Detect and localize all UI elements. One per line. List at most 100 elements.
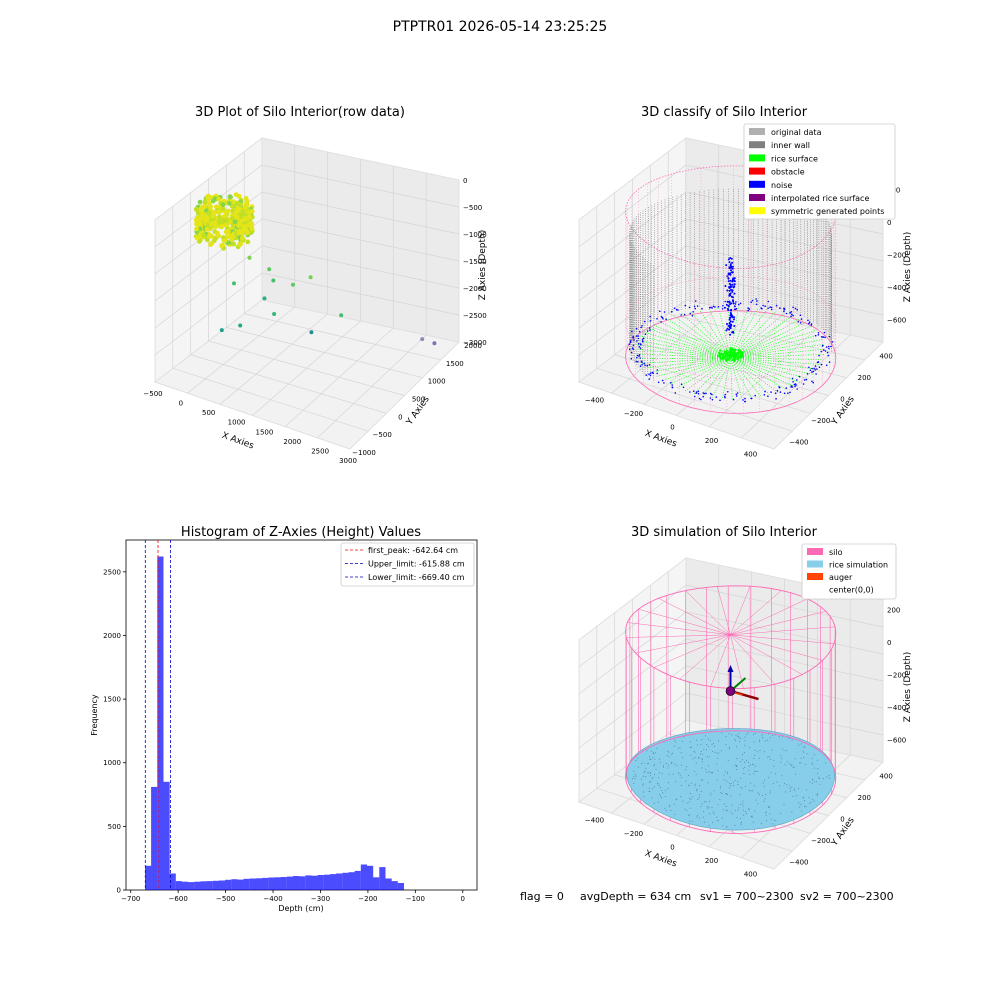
panel2-noise-point <box>735 301 737 303</box>
panel1-cluster-point <box>241 224 246 230</box>
panel4-rice-dot <box>810 801 812 803</box>
panel4-rice-dot <box>698 757 700 759</box>
panel1-cluster-point <box>212 221 218 226</box>
panel4-rice-dot <box>680 777 682 779</box>
panel4-rice-dot <box>649 758 651 760</box>
panel4-silo-roof-spoke <box>730 586 751 635</box>
panel2-noise-point <box>671 384 673 386</box>
panel2-noise-point <box>828 347 830 350</box>
panel2-noise-point <box>814 369 816 371</box>
panel2-noise-column-point <box>733 292 736 295</box>
panel4-rice-dot <box>815 794 817 795</box>
panel2-noise-point <box>631 330 633 333</box>
panel4-rice-dot <box>786 750 788 752</box>
panel4-rice-dot <box>734 764 736 766</box>
panel2-noise-point <box>827 354 830 357</box>
panel2-rice-center-point <box>720 352 723 355</box>
panel4-rice-dot <box>635 775 637 777</box>
panel1-cluster-point <box>209 240 215 246</box>
panel4-x-tick: 200 <box>705 857 718 865</box>
panel3-legend-label: Lower_limit: -669.40 cm <box>368 573 465 582</box>
panel4-legend-label: auger <box>829 573 853 582</box>
panel4-rice-dot <box>757 803 759 804</box>
panel3-y-label: Frequency <box>90 694 99 736</box>
panel4-rice-dot <box>642 783 644 785</box>
panel4-rice-dot <box>633 783 635 785</box>
panel4-rice-dot <box>806 753 808 755</box>
panel2-noise-point <box>813 367 815 370</box>
panel2-noise-column-point <box>725 264 728 267</box>
panel-raw-data: 3D Plot of Silo Interior(row data) −5000… <box>143 105 488 465</box>
panel4-rice-dot <box>813 767 815 769</box>
panel4-rice-dot <box>743 814 745 816</box>
panel4-silo-bottom-ring <box>625 730 837 834</box>
panel4-rice-dot <box>739 818 741 820</box>
panel2-noise-point <box>631 347 634 349</box>
panel1-y-ticks: −1000 −500 0 500 1000 1500 2000 <box>352 342 482 457</box>
panel2-rice-surface-spoke <box>730 357 753 399</box>
panel4-rice-dot <box>792 767 794 768</box>
panel4-silo-roof-spoke <box>626 634 731 638</box>
panel4-legend-label: rice simulation <box>829 561 888 570</box>
panel2-noise-point <box>721 308 724 310</box>
panel2-noise-point <box>831 341 834 343</box>
panel4-rice-dot <box>714 745 715 747</box>
panel4-rice-dot <box>786 761 788 763</box>
panel2-z-tick: 0 <box>887 219 891 227</box>
panel2-rice-surface-spoke <box>637 339 731 359</box>
panel2-noise-point <box>639 343 642 345</box>
panel3-bar <box>293 876 300 890</box>
panel4-rice-dot <box>704 821 706 823</box>
panel4-rice-dot <box>733 785 734 787</box>
panel4-rice-dot <box>674 739 676 741</box>
panel1-z-tick: −500 <box>463 204 482 212</box>
panel3-bar <box>212 880 219 890</box>
panel2-rice-center-point <box>737 349 740 352</box>
panel1-x-label: X Axies <box>220 431 255 452</box>
panel2-noise-column-point <box>733 277 736 280</box>
panel4-rice-dot <box>781 748 783 750</box>
panel4-rice-dot <box>689 797 691 799</box>
panel4-rice-dot <box>737 809 739 811</box>
panel4-rice-dot <box>725 793 727 795</box>
panel4-rice-dot <box>716 763 718 765</box>
panel1-cluster-point <box>194 226 199 232</box>
panel4-rice-dot <box>659 758 660 760</box>
panel3-x-tick-label: −100 <box>406 895 425 903</box>
panel2-noise-point <box>817 361 819 363</box>
panel1-outlier-point <box>247 255 252 260</box>
panel4-rice-dot <box>800 803 802 805</box>
panel4-rice-dot <box>744 766 746 768</box>
panel2-rice-center-point <box>719 355 722 359</box>
panel4-rice-dot <box>736 766 738 768</box>
panel4-rice-dot <box>759 739 760 741</box>
panel2-noise-point <box>733 308 736 311</box>
panel4-rice-dot <box>764 779 765 781</box>
panel4-rice-dot <box>691 820 693 822</box>
panel2-rice-surface-spoke <box>730 353 826 359</box>
panel3-vlines <box>144 540 172 890</box>
panel2-noise-point <box>783 308 786 310</box>
panel4-rice-dot <box>754 765 756 767</box>
panel2-noise-point <box>703 392 706 395</box>
panel4-rice-dot <box>648 781 650 783</box>
panel3-bar <box>305 875 312 890</box>
panel1-cluster-point <box>205 237 210 243</box>
panel2-noise-column-point <box>731 283 734 286</box>
panel2-y-tick: −400 <box>789 438 808 446</box>
panel2-rice-center-point <box>730 355 733 358</box>
panel4-rice-dot <box>721 817 723 819</box>
panel4-rice-dot <box>643 791 645 793</box>
panel4-rice-dot <box>749 773 751 775</box>
panel2-y-tick: 0 <box>840 396 844 404</box>
panel2-noise-point <box>722 305 724 307</box>
panel4-rice-dot <box>803 746 805 748</box>
panel4-rice-dot <box>733 738 735 740</box>
panel4-rice-dot <box>689 820 691 822</box>
panel4-rice-dot <box>634 778 636 780</box>
panel1-x-tick: 3000 <box>339 457 357 465</box>
panel4-rice-dot <box>689 807 691 809</box>
panel2-noise-point <box>641 339 644 341</box>
panel4-rice-dot <box>654 774 656 775</box>
panel3-x-ticks: −700 −600 −500 −400 −300 −200 −100 0 <box>121 890 465 903</box>
